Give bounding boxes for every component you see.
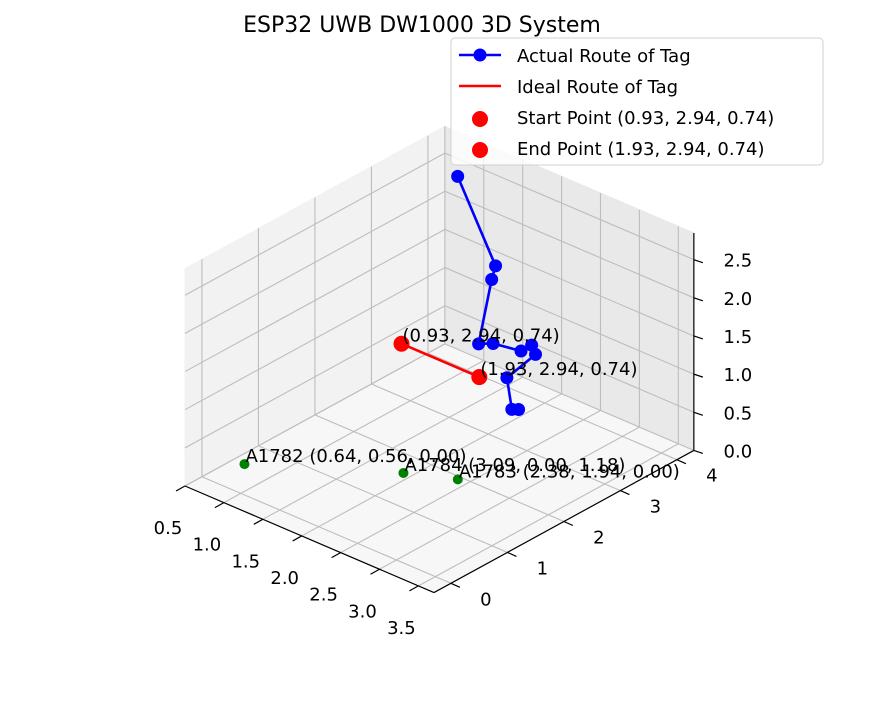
x-tick-label: 2.0 <box>270 568 299 589</box>
y-tick-label: 2 <box>593 527 604 548</box>
anchor-label: A1783 (2.38, 1.94, 0.00) <box>459 461 680 482</box>
anchor-point <box>239 459 250 470</box>
x-tick <box>253 518 264 525</box>
grid-line-y <box>258 445 508 553</box>
grid-line-z <box>184 267 446 411</box>
endpoint-marker <box>393 335 410 352</box>
grid-line-z <box>444 152 695 261</box>
actual-route-point <box>512 402 526 416</box>
x-tick-label: 2.5 <box>309 585 338 606</box>
z-tick <box>693 259 704 264</box>
grid-line-z <box>444 305 695 413</box>
z-tick <box>693 449 704 454</box>
y-tick <box>620 490 630 496</box>
legend-swatch-marker <box>472 142 488 158</box>
anchor-label: A1784 (3.09, 0.00, 1.18) <box>404 455 625 476</box>
endpoint-label: (1.93, 2.94, 0.74) <box>480 359 637 380</box>
legend-box <box>450 37 824 166</box>
grid-line-y <box>427 352 678 461</box>
actual-route-point <box>514 344 528 358</box>
axis-ticks: 0.5 1.0 1.5 2.0 2.5 3.0 3.5 0 1 2 3 4 0.0 0.5 1.0 1.5 2.… <box>154 251 753 639</box>
z-tick-label: 1.0 <box>724 365 753 386</box>
x-tick-label: 1.5 <box>231 551 260 572</box>
z-tick <box>693 335 704 340</box>
grid-line-y <box>314 414 565 522</box>
z-tick <box>693 297 704 302</box>
y-tick-label: 0 <box>480 589 491 610</box>
grid-line-z <box>184 228 446 373</box>
z-tick-label: 1.5 <box>724 327 753 348</box>
actual-route-point <box>486 336 500 350</box>
legend-entry: Start Point (0.93, 2.94, 0.74) <box>517 108 774 129</box>
legend-swatch-marker <box>472 111 488 127</box>
actual-route-point <box>451 169 465 183</box>
z-tick <box>693 411 704 416</box>
ideal-route-line <box>401 342 480 379</box>
legend-entry: Ideal Route of Tag <box>517 77 678 98</box>
x-tick-label: 0.5 <box>154 518 183 539</box>
z-tick-label: 0.5 <box>724 403 753 424</box>
x-tick-label: 3.5 <box>387 618 416 639</box>
actual-route-point <box>489 259 503 273</box>
grid-line-z <box>444 343 695 451</box>
x-tick <box>292 535 302 542</box>
legend: Actual Route of Tag Ideal Route of Tag Sta… <box>450 37 824 166</box>
actual-route-point <box>529 347 543 361</box>
y-tick <box>450 582 461 588</box>
y-tick-label: 1 <box>537 558 548 579</box>
x-tick <box>370 568 380 575</box>
grid-line-z <box>184 305 446 449</box>
anchor-point <box>452 474 463 485</box>
x-axis-line <box>184 485 435 594</box>
grid-line-z <box>444 267 695 375</box>
chart-title: ESP32 UWB DW1000 3D System <box>243 13 601 38</box>
z-tick-label: 0.0 <box>724 441 753 462</box>
grid-line-z <box>444 190 695 299</box>
endpoint-label: (0.93, 2.94, 0.74) <box>403 326 560 347</box>
x-tick-label: 3.0 <box>348 601 377 622</box>
x-tick-label: 1.0 <box>193 535 222 556</box>
x-tick <box>175 485 186 492</box>
actual-route-point <box>485 273 499 286</box>
annotations: A1782 (0.64, 0.56, 0.00)A1783 (2.38, 1.9… <box>245 326 679 483</box>
anchor-label: A1782 (0.64, 0.56, 0.00) <box>245 446 466 467</box>
x-tick <box>409 585 419 592</box>
grid-line-z <box>184 152 446 296</box>
y-tick <box>507 551 517 557</box>
actual-route-point <box>500 371 514 385</box>
z-tick <box>693 373 704 378</box>
plot-area <box>239 169 543 485</box>
legend-entry: Actual Route of Tag <box>517 46 691 67</box>
y-tick-label: 4 <box>706 466 717 487</box>
y-tick <box>676 459 687 465</box>
actual-route-point <box>472 337 486 351</box>
z-tick-label: 2.0 <box>724 289 753 310</box>
y-tick <box>563 520 574 527</box>
z-tick-label: 2.5 <box>724 251 753 272</box>
legend-swatch-marker <box>473 48 487 62</box>
anchor-point <box>398 467 409 478</box>
grid-line-z <box>184 343 446 487</box>
y-tick-label: 3 <box>650 497 661 518</box>
grid-line-z <box>184 190 446 334</box>
grid-line-y <box>201 476 452 584</box>
grid-line-y <box>371 383 621 492</box>
endpoint-marker <box>471 369 488 386</box>
legend-entry: End Point (1.93, 2.94, 0.74) <box>517 139 765 160</box>
x-tick <box>331 552 341 559</box>
x-tick <box>214 502 225 509</box>
